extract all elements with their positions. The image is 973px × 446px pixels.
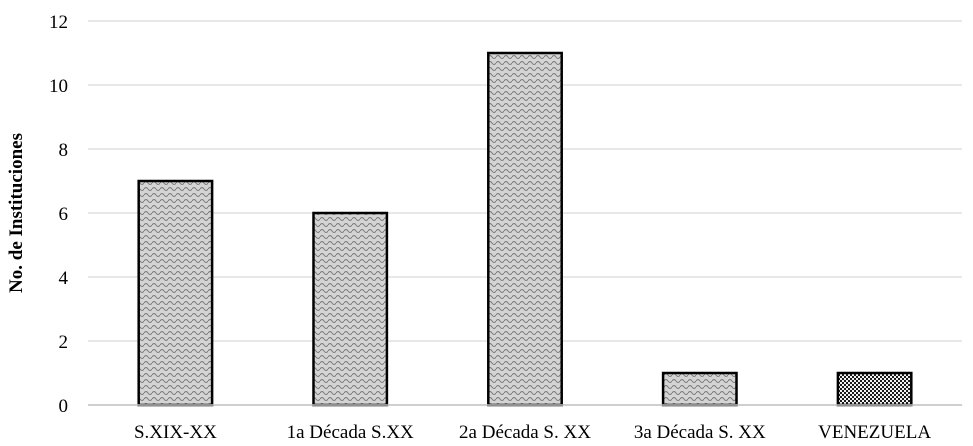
y-tick-label: 0 (59, 396, 69, 417)
x-tick-labels: S.XIX-XX 1a Década S.XX 2a Década S. XX 3a … (134, 422, 931, 443)
y-tick-label: 4 (59, 268, 69, 289)
y-axis-title: No. de Instituciones (6, 133, 27, 293)
x-tick-label: 2a Década S. XX (459, 422, 591, 443)
y-tick-label: 6 (59, 204, 69, 225)
bars (137, 51, 913, 407)
x-tick-label: S.XIX-XX (134, 422, 217, 443)
y-tick-label: 8 (59, 140, 69, 161)
bar (836, 371, 913, 407)
y-tick-labels: 0 2 4 6 8 10 12 (49, 12, 69, 417)
bar (137, 179, 214, 407)
y-tick-label: 10 (49, 76, 68, 97)
y-tick-label: 2 (59, 332, 69, 353)
x-tick-label: VENEZUELA (818, 422, 931, 443)
bar (487, 51, 563, 407)
bar (661, 371, 738, 407)
x-tick-label: 1a Década S.XX (287, 422, 414, 443)
x-tick-label: 3a Década S. XX (634, 422, 766, 443)
bar (312, 211, 389, 407)
y-tick-label: 12 (49, 12, 68, 33)
